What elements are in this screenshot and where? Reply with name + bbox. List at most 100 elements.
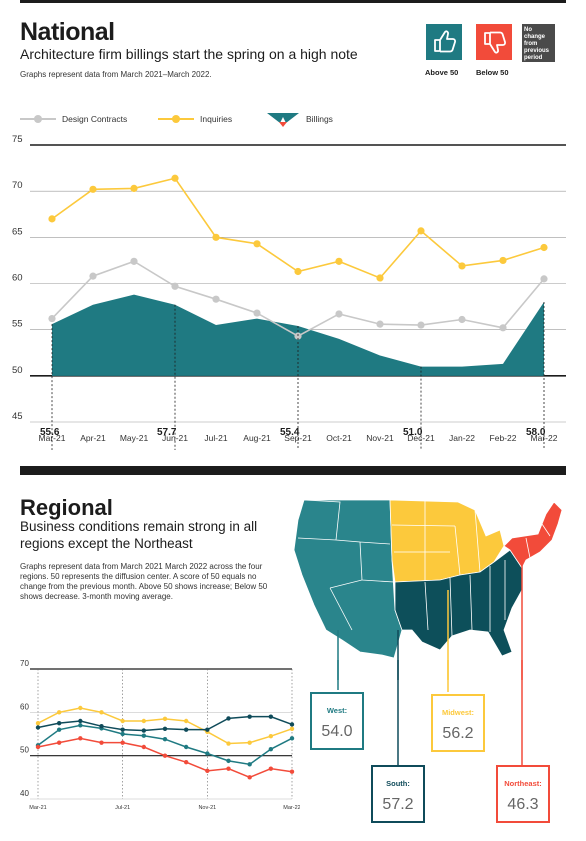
data-point	[171, 282, 179, 290]
data-point	[183, 718, 189, 724]
data-point	[226, 766, 231, 771]
y-tick-label: 60	[20, 702, 29, 711]
data-point	[253, 309, 261, 317]
data-point	[183, 759, 189, 765]
data-point	[162, 716, 168, 722]
no-change-label: No change from previous period	[524, 27, 550, 61]
midwest-value-box: Midwest: 56.2	[431, 694, 485, 752]
x-tick-label: Dec-21	[407, 433, 435, 443]
x-tick-label: Mar-22	[283, 805, 300, 811]
region-name-midwest: Midwest:	[441, 708, 475, 717]
regional-chart: 70 60 50 40 Mar-21 Jul-21 Nov-21 Mar-22	[20, 659, 300, 811]
data-point	[130, 257, 138, 265]
data-point	[335, 257, 343, 265]
region-value-midwest: 56.2	[442, 725, 474, 742]
y-tick-label: 50	[20, 746, 29, 755]
billings-value-label: 51.0	[403, 427, 423, 438]
billings-value-label: 55.6	[40, 427, 60, 438]
y-tick-label: 55	[12, 319, 23, 330]
data-point	[89, 272, 97, 280]
region-value-west: 54.0	[321, 723, 353, 740]
x-tick-label: Jun-21	[162, 433, 188, 443]
x-tick-label: Sep-21	[284, 433, 312, 443]
legend-label: Billings	[306, 114, 333, 124]
data-point	[141, 728, 147, 733]
data-point	[499, 324, 507, 332]
top-rule	[20, 0, 566, 3]
data-point	[120, 718, 125, 724]
data-point	[99, 724, 104, 729]
national-title: National	[20, 18, 115, 46]
data-point	[458, 315, 466, 324]
data-point	[162, 753, 168, 758]
data-point	[56, 740, 62, 745]
data-point	[247, 762, 252, 767]
y-tick-label: 65	[12, 226, 23, 237]
x-tick-label: Mar-21	[29, 805, 46, 811]
map-west-region	[293, 499, 403, 659]
data-point	[540, 243, 548, 252]
x-tick-label: Mar-21	[39, 433, 66, 443]
data-point	[205, 768, 210, 774]
national-legend: Design Contracts Inquiries Billings	[20, 113, 333, 127]
data-point	[35, 744, 41, 750]
regional-title: Regional	[20, 495, 113, 520]
data-point	[294, 332, 302, 340]
region-line-west	[37, 724, 293, 766]
data-point	[226, 758, 231, 764]
data-point	[226, 716, 231, 721]
data-point	[48, 215, 56, 223]
data-point	[99, 710, 104, 715]
data-point	[78, 736, 83, 741]
billings-value-label: 55.4	[280, 427, 300, 438]
data-point	[141, 733, 147, 738]
data-point	[376, 274, 384, 282]
x-tick-label: Apr-21	[80, 433, 106, 443]
data-point	[205, 727, 210, 732]
data-point	[162, 726, 168, 731]
data-point	[268, 714, 274, 719]
data-point	[499, 256, 507, 265]
west-value-box: West: 54.0	[310, 692, 364, 750]
data-point	[417, 227, 425, 235]
data-point	[247, 714, 252, 719]
data-point	[183, 727, 189, 732]
data-point	[268, 766, 274, 771]
map-south-region	[394, 549, 523, 657]
thumbs-down-icon	[484, 31, 507, 54]
national-chart: Design Contracts Inquiries Billings 75 70 65 6…	[12, 113, 566, 450]
below-50-label: Below 50	[476, 68, 509, 77]
data-point	[56, 720, 62, 726]
y-tick-label: 60	[12, 273, 23, 284]
data-point	[247, 740, 252, 745]
data-point	[376, 320, 384, 328]
data-point	[78, 718, 83, 724]
series-line-1	[51, 177, 545, 279]
data-point	[56, 727, 62, 732]
data-point	[120, 727, 125, 732]
y-tick-label: 70	[12, 180, 23, 191]
region-value-northeast: 46.3	[507, 796, 539, 813]
region-name-west: West:	[326, 706, 348, 715]
x-tick-label: Oct-21	[326, 433, 352, 443]
data-point	[458, 262, 466, 270]
data-point	[56, 710, 62, 715]
legend-swatch-billings-tip	[279, 122, 287, 127]
data-point	[289, 769, 295, 774]
data-point	[162, 737, 168, 742]
data-point	[289, 736, 295, 741]
data-point	[35, 725, 41, 730]
data-point	[35, 720, 41, 726]
x-tick-label: Nov-21	[366, 433, 394, 443]
x-tick-label: Jan-22	[449, 433, 475, 443]
data-point	[78, 723, 83, 728]
regional-note: Graphs represent data from March 2021 Ma…	[20, 562, 268, 601]
data-point	[268, 746, 274, 752]
data-point	[289, 722, 295, 727]
data-point	[89, 185, 97, 193]
x-tick-label: Jul-21	[115, 805, 130, 811]
legend-label: Design Contracts	[62, 114, 127, 124]
south-value-box: South: 57.2	[371, 765, 425, 823]
x-tick-label: Aug-21	[243, 433, 271, 443]
y-tick-label: 50	[12, 365, 23, 376]
